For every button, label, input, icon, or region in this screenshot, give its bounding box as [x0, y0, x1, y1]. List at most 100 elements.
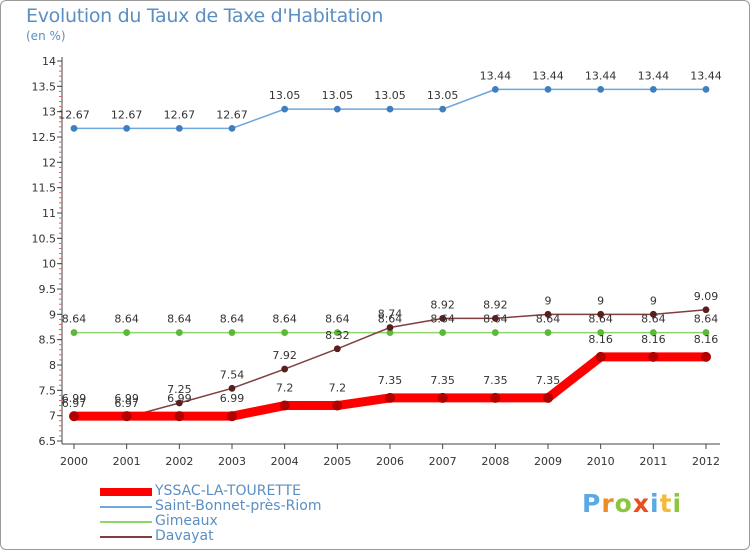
series-point-2	[386, 329, 394, 336]
series-point-3	[175, 399, 183, 407]
data-label-3: 7.92	[272, 349, 297, 362]
y-tick-label: 7	[49, 410, 56, 423]
series-point-0	[385, 392, 395, 403]
x-tick-label: 2009	[534, 455, 562, 468]
y-tick-label: 10	[42, 258, 56, 271]
data-label-0: 7.35	[430, 374, 455, 387]
y-tick-label: 9	[49, 308, 56, 321]
data-label-1: 13.05	[322, 89, 354, 102]
x-tick-label: 2004	[271, 455, 299, 468]
data-label-2: 8.64	[167, 313, 192, 326]
legend-item-saint-bonnet: Saint-Bonnet-près-Riom	[100, 499, 321, 514]
series-point-1	[597, 85, 605, 93]
data-label-2: 8.64	[588, 313, 613, 326]
y-tick-label: 11.5	[32, 182, 57, 195]
series-point-1	[544, 85, 552, 93]
data-label-2: 8.64	[325, 313, 350, 326]
chart-title: Evolution du Taux de Taxe d'Habitation	[26, 5, 384, 27]
data-label-2: 8.64	[220, 313, 245, 326]
series-point-3	[649, 310, 657, 318]
series-point-1	[333, 105, 341, 113]
data-label-0: 7.2	[329, 382, 347, 395]
y-tick-label: 12	[42, 156, 56, 169]
data-label-0: 6.99	[62, 392, 87, 405]
legend-swatch-yssac	[100, 488, 152, 496]
data-label-1: 13.05	[269, 89, 301, 102]
data-label-2: 8.64	[641, 313, 666, 326]
series-point-2	[281, 329, 289, 336]
data-label-0: 6.99	[220, 392, 245, 405]
series-point-1	[175, 124, 183, 132]
x-tick-label: 2010	[587, 455, 615, 468]
series-point-3	[597, 310, 605, 318]
series-point-2	[597, 329, 605, 336]
series-point-3	[491, 314, 499, 322]
legend-item-yssac: YSSAC-LA-TOURETTE	[100, 484, 321, 499]
series-point-1	[70, 124, 78, 132]
data-label-3: 9.09	[694, 290, 719, 303]
series-point-2	[439, 329, 447, 336]
series-point-0	[701, 351, 711, 362]
series-point-2	[333, 329, 341, 336]
logo-letter: i	[650, 489, 660, 518]
x-tick-label: 2003	[218, 455, 246, 468]
series-point-1	[491, 85, 499, 93]
data-label-0: 7.35	[483, 374, 508, 387]
series-point-2	[702, 329, 710, 336]
series-point-1	[439, 105, 447, 113]
data-label-2: 8.64	[430, 313, 455, 326]
x-tick-label: 2001	[113, 455, 141, 468]
data-label-3: 6.97	[114, 397, 139, 410]
y-tick-label: 12.5	[32, 131, 57, 144]
x-tick-label: 2012	[692, 455, 720, 468]
x-tick-label: 2005	[323, 455, 351, 468]
y-tick-label: 13.5	[32, 80, 57, 93]
series-point-1	[702, 85, 710, 93]
logo-letter: r	[601, 489, 615, 518]
y-tick-label: 8	[49, 359, 56, 372]
series-point-2	[175, 329, 183, 336]
legend-label-saint-bonnet: Saint-Bonnet-près-Riom	[155, 498, 322, 514]
data-label-3: 8.74	[378, 308, 403, 321]
series-point-1	[123, 124, 131, 132]
series-point-3	[439, 314, 447, 322]
series-point-0	[648, 351, 659, 362]
data-label-1: 12.67	[164, 108, 196, 121]
data-label-0: 8.16	[588, 333, 613, 346]
y-tick-label: 13	[42, 106, 56, 119]
series-point-0	[437, 392, 448, 403]
series-point-1	[228, 124, 236, 132]
data-label-3: 7.25	[167, 383, 192, 396]
data-label-1: 13.44	[690, 69, 722, 82]
series-point-2	[70, 329, 78, 336]
series-point-0	[595, 351, 606, 362]
chart-subtitle: (en %)	[26, 29, 66, 43]
y-tick-label: 7.5	[39, 384, 57, 397]
legend-swatch-gimeaux	[100, 521, 152, 523]
logo-letter: P	[582, 489, 602, 518]
y-tick-label: 10.5	[32, 232, 57, 245]
data-label-0: 7.35	[536, 374, 561, 387]
series-point-3	[702, 306, 710, 314]
data-label-2: 8.64	[483, 313, 508, 326]
legend-label-davayat: Davayat	[155, 528, 214, 544]
y-tick-label: 11	[42, 207, 56, 220]
data-label-1: 13.05	[427, 89, 459, 102]
y-tick-label: 6.5	[39, 435, 57, 448]
logo-letter: o	[614, 489, 633, 518]
data-label-0: 8.16	[694, 333, 719, 346]
series-point-3	[333, 345, 341, 353]
series-point-3	[544, 310, 552, 318]
data-label-3: 6.97	[62, 397, 87, 410]
data-label-2: 8.64	[536, 313, 561, 326]
series-point-2	[123, 329, 131, 336]
data-label-3: 7.54	[220, 368, 245, 381]
data-label-1: 12.67	[111, 108, 143, 121]
series-point-0	[227, 411, 237, 422]
data-label-0: 6.99	[114, 392, 139, 405]
x-tick-label: 2008	[481, 455, 509, 468]
data-label-3: 8.32	[325, 329, 350, 342]
legend-item-davayat: Davayat	[100, 529, 321, 544]
